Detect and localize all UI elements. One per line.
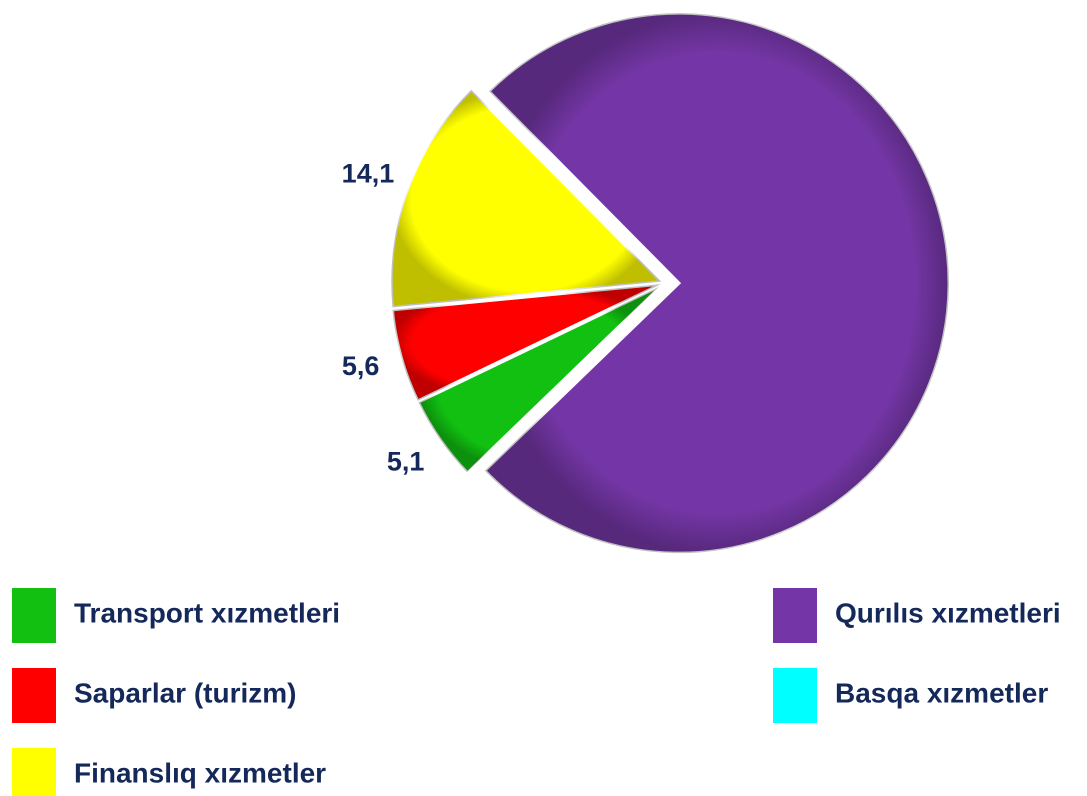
legend-label: Basqa xızmetler	[835, 677, 1048, 708]
data-label: 5,1	[387, 447, 425, 477]
legend-swatch	[773, 588, 817, 643]
pie-slice	[466, 284, 664, 475]
legend-label: Saparlar (turizm)	[74, 677, 297, 708]
legend: Transport xızmetleri Saparlar (turizm) Fin…	[12, 588, 1061, 796]
data-label: 5,6	[342, 351, 380, 381]
data-labels: 5,1 5,6 14,1	[342, 159, 425, 477]
legend-swatch	[12, 668, 56, 723]
legend-swatch	[12, 748, 56, 796]
legend-label: Transport xızmetleri	[74, 597, 340, 628]
legend-swatch	[12, 588, 56, 643]
legend-label: Qurılıs xızmetleri	[835, 597, 1061, 628]
pie	[389, 11, 951, 555]
data-label: 14,1	[342, 159, 395, 189]
legend-label: Finanslıq xızmetler	[74, 757, 326, 788]
legend-swatch	[773, 668, 817, 723]
